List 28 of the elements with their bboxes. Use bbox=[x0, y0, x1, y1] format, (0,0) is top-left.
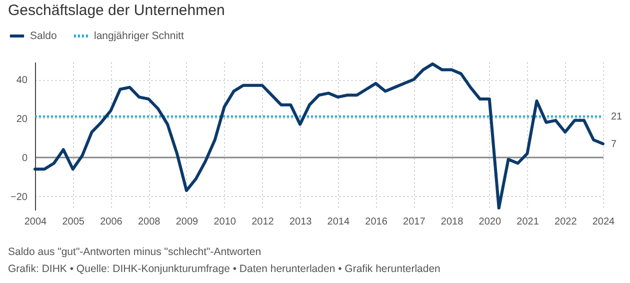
y-tick-label: 20 bbox=[16, 114, 28, 125]
text: Grafik: DIHK • Quelle: DIHK-Konjunkturumfrage • Daten herunterladen • Grafik herunterladen bbox=[8, 263, 441, 275]
y-tick-label: 0 bbox=[22, 152, 28, 164]
x-tick-label: 2018 bbox=[440, 216, 464, 228]
x-tick-label: 2010 bbox=[214, 216, 236, 228]
legend-label: Saldo bbox=[30, 30, 58, 42]
x-tick-label: 2013 bbox=[289, 216, 312, 228]
data-label: 21 bbox=[611, 112, 623, 123]
legend-label: langjähriger Schnitt bbox=[94, 30, 184, 42]
x-tick-label: 2012 bbox=[252, 216, 274, 228]
x-tick-label: 2006 bbox=[100, 216, 123, 228]
x-tick-label: 2008 bbox=[138, 216, 161, 228]
x-tick-label: 2020 bbox=[478, 216, 502, 228]
line-series bbox=[34, 62, 604, 210]
x-tick-label: 2014 bbox=[327, 216, 350, 228]
y-tick-label: −20 bbox=[10, 192, 28, 203]
x-tick-label: 2021 bbox=[516, 216, 540, 228]
data-label: 7 bbox=[611, 138, 617, 150]
x-tick-label: 2022 bbox=[554, 216, 578, 228]
x-tick-label: 2017 bbox=[403, 216, 426, 228]
chart-title: Geschäftslage der Unternehmen bbox=[8, 2, 225, 19]
x-tick-label: 2009 bbox=[176, 216, 199, 228]
x-tick-label: 2024 bbox=[592, 216, 616, 228]
x-tick-label: 2005 bbox=[62, 216, 85, 228]
y-tick-label: 40 bbox=[16, 75, 28, 86]
x-tick-label: 2004 bbox=[24, 216, 48, 228]
text: Saldo aus "gut"-Antworten minus "schlecht"-Antworten bbox=[8, 246, 262, 258]
x-tick-label: 2016 bbox=[365, 216, 388, 228]
